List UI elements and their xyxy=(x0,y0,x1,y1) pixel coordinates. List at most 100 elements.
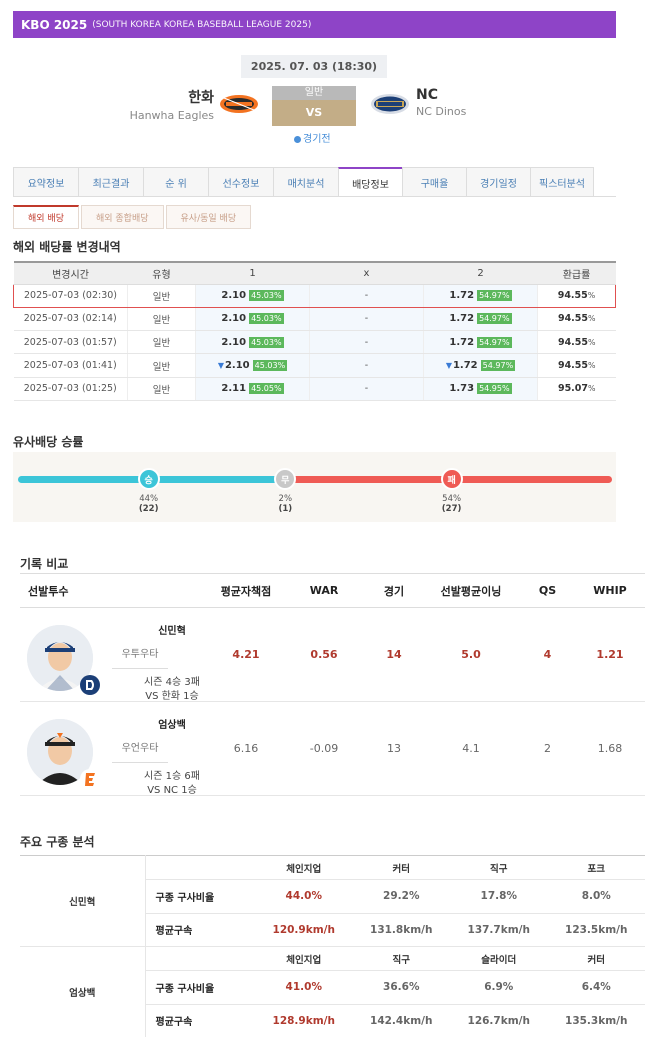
loss-count: (27) xyxy=(441,504,462,514)
table-row[interactable]: 엄상백 우언우타 시즌 1승 6패 VS NC 1승 6.16 -0.09 13… xyxy=(20,701,645,796)
pitch-pitcher-name: 엄상백 xyxy=(20,946,146,1037)
similar-section-title: 유사배당 승률 xyxy=(13,435,84,449)
match-vs-box: 일반 VS xyxy=(272,86,356,126)
speed-value: 128.9km/h xyxy=(255,1004,353,1037)
subtab-overseas-combined[interactable]: 해외 종합배당 xyxy=(80,205,164,229)
tab-recent-results[interactable]: 최근결과 xyxy=(78,167,143,197)
odds-away[interactable]: 1.72 54.97% xyxy=(423,330,538,355)
odds-home[interactable]: ▼2.10 45.03% xyxy=(195,353,310,378)
tabs-divider xyxy=(13,196,616,197)
odds-away[interactable]: 1.72 54.97% xyxy=(423,283,538,308)
loss-marker: 패 xyxy=(440,468,463,490)
speed-value: 142.4km/h xyxy=(352,1004,450,1037)
hanwha-logo-icon xyxy=(220,95,258,113)
speed-label: 평균구속 xyxy=(145,913,255,947)
avg-ip-value: 5.0 xyxy=(422,607,520,702)
odds-home[interactable]: 2.10 45.03% xyxy=(195,307,310,332)
pitcher-info: 신민혁 우투우타 시즌 4승 3패 VS 한화 1승 xyxy=(112,622,232,704)
odds-home-value: 2.10 xyxy=(221,336,247,348)
col-starter: 선발투수 xyxy=(20,573,210,608)
odds-away[interactable]: 1.72 54.97% xyxy=(423,307,538,332)
speed-value: 126.7km/h xyxy=(450,1004,548,1037)
odds-home[interactable]: 2.10 45.03% xyxy=(195,330,310,355)
col-away: 2 xyxy=(423,261,538,285)
tab-odds-info[interactable]: 배당정보 xyxy=(338,167,402,197)
odds-away-pct: 54.97% xyxy=(477,336,512,348)
win-caption: 44% (22) xyxy=(129,494,169,514)
ratio-label: 구종 구사비율 xyxy=(145,879,255,914)
home-team-kr: 한화 xyxy=(188,90,214,106)
era-value: 6.16 xyxy=(210,701,282,796)
pitch-type: 커터 xyxy=(547,946,645,971)
table-row[interactable]: 신민혁 우투우타 시즌 4승 3패 VS 한화 1승 4.21 0.56 14 … xyxy=(20,607,645,704)
games-value: 13 xyxy=(366,701,422,796)
pitch-type: 직구 xyxy=(450,855,548,880)
odds-home[interactable]: 2.11 45.05% xyxy=(195,377,310,401)
odds-away[interactable]: ▼1.72 54.97% xyxy=(423,353,538,378)
odds-away[interactable]: 1.73 54.95% xyxy=(423,377,538,401)
odds-refund: 95.07% xyxy=(537,377,616,401)
tab-purchase-rate[interactable]: 구매율 xyxy=(402,167,466,197)
status-dot-icon xyxy=(294,135,301,143)
speed-value: 135.3km/h xyxy=(547,1004,645,1037)
odds-home-value: 2.10 xyxy=(224,360,250,372)
col-qs: QS xyxy=(520,573,575,608)
odds-draw[interactable]: - xyxy=(309,283,424,308)
tab-summary[interactable]: 요약정보 xyxy=(13,167,78,197)
odds-home-pct-value: 45.03 xyxy=(254,361,278,371)
pitcher-hand: 우언우타 xyxy=(112,739,168,763)
odds-refund-value: 94.55 xyxy=(557,336,589,348)
header-spacer xyxy=(145,946,255,971)
table-row[interactable]: 2025-07-03 (01:41) 일반 ▼2.10 45.03% - ▼1.72 54.… xyxy=(13,353,616,378)
away-team[interactable]: NC NC Dinos xyxy=(416,87,466,118)
table-row[interactable]: 2025-07-03 (02:14) 일반 2.10 45.03% -1.72 54.97… xyxy=(13,307,616,332)
home-team-en: Hanwha Eagles xyxy=(129,109,214,122)
odds-away-value: 1.72 xyxy=(449,290,475,302)
pitcher-name[interactable]: 엄상백 xyxy=(158,720,186,731)
table-row[interactable]: 2025-07-03 (01:57) 일반 2.10 45.03% -1.72 54.97… xyxy=(13,330,616,355)
odds-draw[interactable]: - xyxy=(309,353,424,378)
speed-label: 평균구속 xyxy=(145,1004,255,1037)
table-row[interactable]: 2025-07-03 (02:30) 일반 2.10 45.03% -1.72 54.97… xyxy=(13,283,616,308)
draw-pct: 2% xyxy=(278,494,293,504)
tab-pickster-analysis[interactable]: 픽스터분석 xyxy=(530,167,594,197)
qs-value: 4 xyxy=(520,607,575,702)
ratio-value: 6.9% xyxy=(450,970,548,1005)
pitcher-season-record: 시즌 4승 3패 xyxy=(144,677,200,688)
tab-schedule[interactable]: 경기일정 xyxy=(466,167,530,197)
draw-caption: 2% (1) xyxy=(265,494,305,514)
ratio-value: 8.0% xyxy=(547,879,645,914)
pitcher-vs-record: VS 한화 1승 xyxy=(145,691,199,702)
nc-team-badge-icon xyxy=(80,675,100,695)
tab-player-info[interactable]: 선수정보 xyxy=(208,167,273,197)
records-table: 선발투수 평균자책점 WAR 경기 선발평균이닝 QS WHIP xyxy=(20,573,645,796)
odds-draw[interactable]: - xyxy=(309,330,424,355)
pitcher-photo-avatar xyxy=(27,719,93,785)
war-value: -0.09 xyxy=(282,701,366,796)
odds-home[interactable]: 2.10 45.03% xyxy=(195,283,310,308)
speed-value: 120.9km/h xyxy=(255,913,353,947)
odds-section-title: 해외 배당률 변경내역 xyxy=(13,240,121,254)
odds-draw[interactable]: - xyxy=(309,307,424,332)
odds-away-value: 1.72 xyxy=(452,360,478,372)
away-team-kr: NC xyxy=(416,87,438,103)
ratio-value: 44.0% xyxy=(255,879,353,914)
table-row[interactable]: 2025-07-03 (01:25) 일반 2.11 45.05% -1.73 54.95… xyxy=(13,377,616,401)
pitcher-name[interactable]: 신민혁 xyxy=(158,626,186,637)
subtab-overseas-odds[interactable]: 해외 배당 xyxy=(13,205,79,229)
avg-ip-value: 4.1 xyxy=(422,701,520,796)
odds-away-value: 1.72 xyxy=(449,313,475,325)
hanwha-team-badge-icon xyxy=(80,769,100,789)
home-team[interactable]: 한화 Hanwha Eagles xyxy=(130,87,214,122)
tab-ranking[interactable]: 순 위 xyxy=(143,167,208,197)
nc-logo-icon xyxy=(371,94,409,114)
pitch-ratio-row: 구종 구사비율 44.0% 29.2% 17.8% 8.0% xyxy=(20,879,645,914)
odds-draw[interactable]: - xyxy=(309,377,424,401)
match-type: 일반 xyxy=(272,86,356,100)
tab-match-analysis[interactable]: 매치분석 xyxy=(273,167,338,197)
col-games: 경기 xyxy=(366,573,422,608)
qs-value: 2 xyxy=(520,701,575,796)
pitcher-season-record: 시즌 1승 6패 xyxy=(144,771,200,782)
subtab-similar-odds[interactable]: 유사/동일 배당 xyxy=(165,205,252,229)
pitch-ratio-row: 구종 구사비율 41.0% 36.6% 6.9% 6.4% xyxy=(20,970,645,1005)
